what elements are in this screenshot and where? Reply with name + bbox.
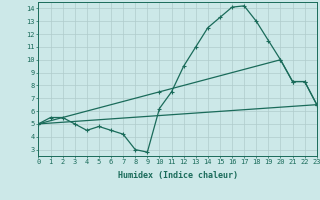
X-axis label: Humidex (Indice chaleur): Humidex (Indice chaleur) [118,171,238,180]
